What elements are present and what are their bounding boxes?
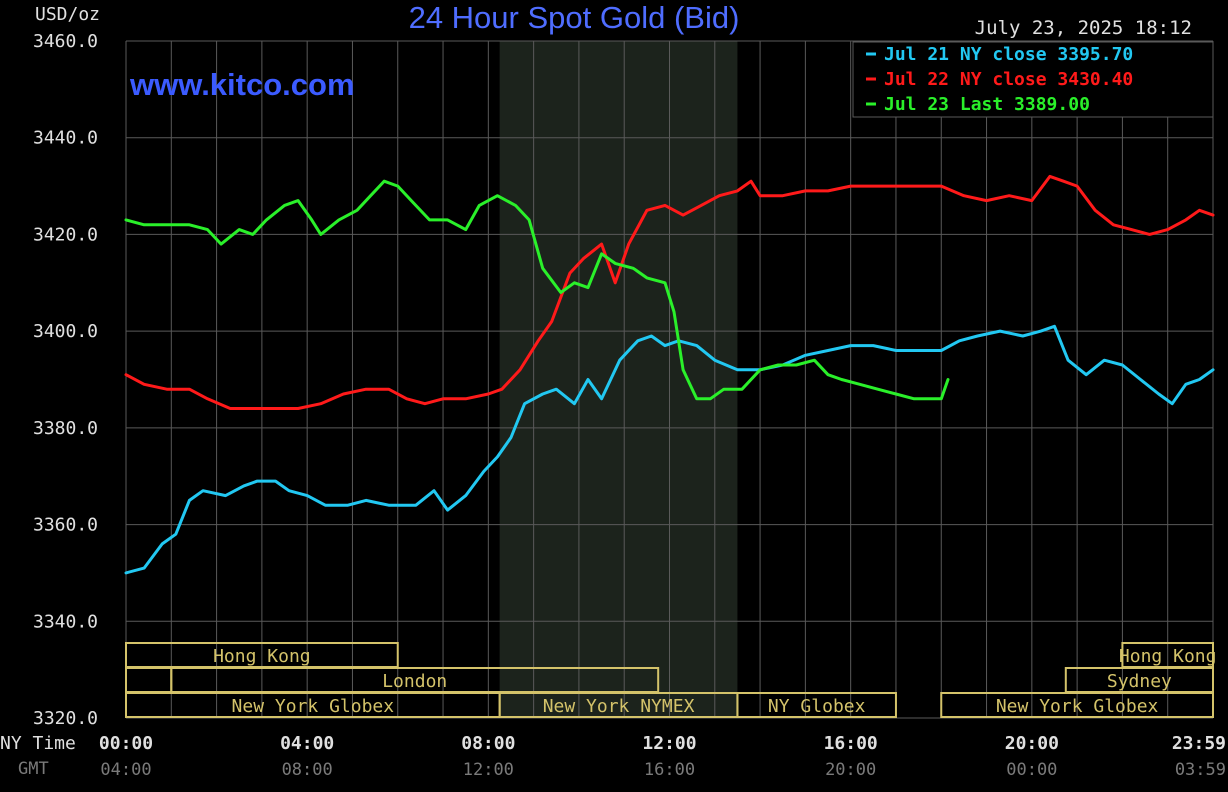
legend-box <box>852 41 1214 118</box>
x-tick-label-gmt: 20:00 <box>825 760 876 780</box>
x-tick-label-ny: 20:00 <box>1005 733 1059 754</box>
market-sessions: Hong Kong Hong Kong London Sydney New York G… <box>125 642 1217 718</box>
legend-entry-jul23: Jul 23 Last 3389.00 <box>884 94 1090 115</box>
session-label: Hong Kong <box>1119 646 1217 667</box>
session-label: Hong Kong <box>213 646 311 667</box>
y-axis-ticks: 3460.0 3440.0 3420.0 3400.0 3380.0 3360.0 3340… <box>33 31 98 729</box>
timestamp: July 23, 2025 18:12 <box>975 17 1192 39</box>
x-tick-label-ny: 04:00 <box>280 733 334 754</box>
chart-title: 24 Hour Spot Gold (Bid) <box>409 0 740 35</box>
y-tick-label: 3320.0 <box>33 708 98 729</box>
series-line-jul21 <box>124 324 1215 575</box>
unit-label: USD/oz <box>35 4 100 25</box>
y-tick-label: 3400.0 <box>33 321 98 342</box>
nymex-session-shading <box>499 41 738 718</box>
session-box <box>940 692 1214 718</box>
session-label: NY Globex <box>768 696 866 717</box>
series-line-jul22 <box>124 174 1215 410</box>
x-tick-label-ny: 23:59 <box>1172 733 1226 754</box>
x-tick-label-gmt: 04:00 <box>100 760 151 780</box>
session-label: New York Globex <box>232 696 395 717</box>
legend-entry-jul21: Jul 21 NY close 3395.70 <box>884 44 1133 65</box>
session-label: Sydney <box>1107 671 1172 692</box>
y-tick-label: 3340.0 <box>33 611 98 632</box>
session-label: New York Globex <box>996 696 1159 717</box>
price-series <box>124 174 1215 575</box>
y-tick-label: 3460.0 <box>33 31 98 52</box>
x-tick-label-ny: 16:00 <box>824 733 878 754</box>
watermark: www.kitco.com <box>129 67 355 102</box>
x-tick-label-ny: 12:00 <box>642 733 696 754</box>
series-line-jul23 <box>124 179 950 401</box>
y-tick-label: 3440.0 <box>33 128 98 149</box>
legend-entry-jul22: Jul 22 NY close 3430.40 <box>884 69 1133 90</box>
x-tick-label-gmt: 00:00 <box>1006 760 1057 780</box>
y-tick-label: 3380.0 <box>33 418 98 439</box>
gmt-label: GMT <box>18 759 49 779</box>
x-tick-label-gmt: 16:00 <box>644 760 695 780</box>
x-tick-label-gmt: 08:00 <box>282 760 333 780</box>
ny-time-label: NY Time <box>0 733 76 754</box>
y-tick-label: 3360.0 <box>33 515 98 536</box>
legend: Jul 21 NY close 3395.70 Jul 22 NY close 3… <box>852 41 1214 118</box>
x-tick-label-ny: 00:00 <box>99 733 153 754</box>
x-tick-label-gmt: 03:59 <box>1175 760 1226 780</box>
x-tick-label-ny: 08:00 <box>461 733 515 754</box>
session-label: London <box>382 671 447 692</box>
x-tick-label-gmt: 12:00 <box>463 760 514 780</box>
session-box <box>736 692 897 718</box>
session-label: New York NYMEX <box>543 696 695 717</box>
y-tick-label: 3420.0 <box>33 224 98 245</box>
x-axis-ticks: 00:00 04:00 08:00 12:00 16:00 20:00 23:59 04:00… <box>99 733 1226 780</box>
